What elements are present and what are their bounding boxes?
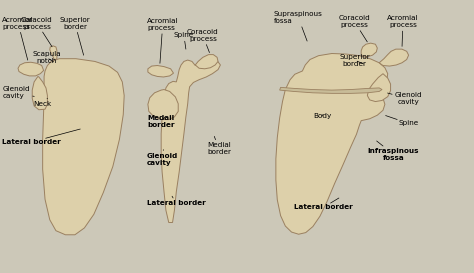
Text: Superior
border: Superior border — [60, 17, 90, 55]
Text: Spine: Spine — [174, 32, 194, 49]
Text: Lateral border: Lateral border — [2, 129, 80, 145]
Polygon shape — [50, 46, 57, 60]
Text: Medial
border: Medial border — [207, 136, 231, 155]
Text: Coracoid
process: Coracoid process — [339, 15, 370, 42]
Text: Neck: Neck — [34, 98, 52, 107]
Polygon shape — [148, 66, 173, 77]
Text: Lateral border: Lateral border — [294, 198, 353, 210]
Text: Glenoid
cavity: Glenoid cavity — [2, 86, 34, 99]
Text: Infraspinous
fossa: Infraspinous fossa — [368, 141, 419, 161]
Polygon shape — [361, 43, 377, 57]
Text: Acromial
process: Acromial process — [387, 15, 419, 46]
Text: Body: Body — [313, 113, 331, 119]
Text: Glenoid
cavity: Glenoid cavity — [147, 150, 178, 166]
Text: Spine: Spine — [386, 115, 419, 126]
Polygon shape — [18, 62, 44, 76]
Polygon shape — [161, 59, 220, 222]
Text: Superior
border: Superior border — [339, 54, 370, 67]
Polygon shape — [148, 90, 178, 120]
Text: Glenoid
cavity: Glenoid cavity — [388, 92, 422, 105]
Polygon shape — [276, 54, 388, 234]
Text: Medail
border: Medail border — [147, 115, 174, 128]
Text: Coracoid
process: Coracoid process — [21, 17, 53, 47]
Text: Acromial
process: Acromial process — [147, 18, 178, 63]
Text: Acromial
process: Acromial process — [2, 17, 34, 60]
Polygon shape — [379, 49, 409, 66]
Polygon shape — [367, 74, 391, 102]
Text: Lateral border: Lateral border — [147, 196, 206, 206]
Polygon shape — [195, 55, 218, 69]
Text: Supraspinous
fossa: Supraspinous fossa — [274, 11, 323, 41]
Polygon shape — [280, 87, 382, 93]
Text: Coracoid
process: Coracoid process — [187, 29, 219, 53]
Polygon shape — [43, 59, 124, 235]
Polygon shape — [32, 76, 47, 110]
Text: Scapula
notch: Scapula notch — [32, 51, 61, 64]
